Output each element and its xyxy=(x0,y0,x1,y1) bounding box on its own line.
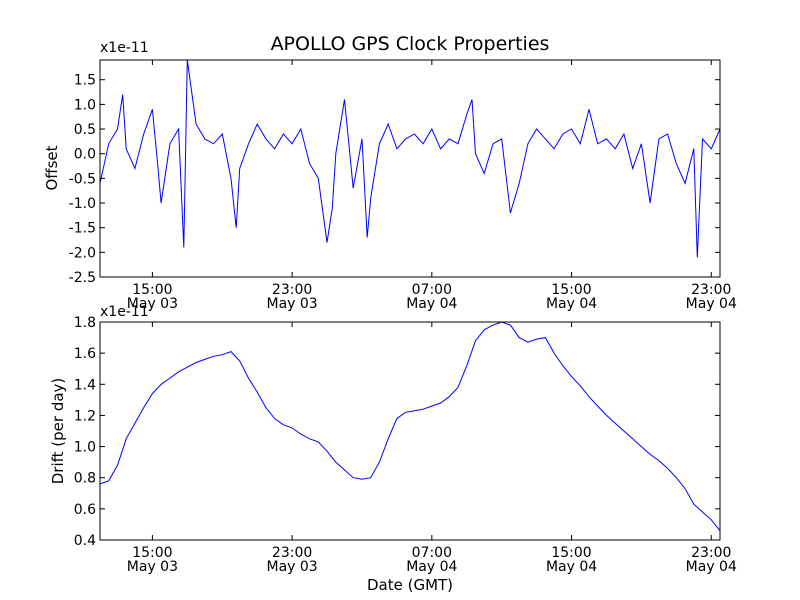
offset-x-tick-date-label: May 03 xyxy=(267,296,318,312)
drift-y-tick-label: 0.4 xyxy=(74,533,96,549)
offset-scale-label: x1e-11 xyxy=(100,40,149,56)
offset-panel: -2.5-2.0-1.5-1.0-0.50.00.51.01.5 15:00Ma… xyxy=(43,40,737,312)
drift-y-tick-label: 0.6 xyxy=(74,502,96,518)
offset-x-tick-date-label: May 04 xyxy=(406,296,457,312)
offset-plot-frame xyxy=(99,59,721,278)
offset-x-tick-time-label: 15:00 xyxy=(132,282,172,298)
drift-plot-frame xyxy=(99,321,721,541)
drift-series-line xyxy=(99,321,721,532)
drift-y-tick-label: 1.8 xyxy=(74,315,96,331)
figure-title: APOLLO GPS Clock Properties xyxy=(271,33,550,55)
offset-y-tick-label: -2.0 xyxy=(69,245,96,261)
offset-y-tick-label: 1.0 xyxy=(74,97,96,113)
offset-x-tick-date-label: May 03 xyxy=(127,296,178,312)
offset-y-tick-label: 0.0 xyxy=(74,147,96,163)
drift-x-tick-date-label: May 04 xyxy=(546,559,597,575)
offset-y-axis-label: Offset xyxy=(43,145,61,190)
offset-y-tick-label: 1.5 xyxy=(74,73,96,89)
offset-y-tick-label: 0.5 xyxy=(74,122,96,138)
drift-y-tick-label: 1.0 xyxy=(74,440,96,456)
offset-x-tick-time-label: 23:00 xyxy=(691,282,731,298)
offset-series-line xyxy=(99,59,721,258)
drift-x-tick-time-label: 15:00 xyxy=(551,545,591,561)
offset-x-tick-time-label: 15:00 xyxy=(551,282,591,298)
drift-y-tick-label: 1.2 xyxy=(74,408,96,424)
offset-y-tick-label: -1.0 xyxy=(69,196,96,212)
drift-y-tick-label: 1.6 xyxy=(74,346,96,362)
drift-x-tick-date-label: May 04 xyxy=(686,559,737,575)
offset-x-tick-time-label: 07:00 xyxy=(412,282,452,298)
drift-scale-label: x1e-11 xyxy=(100,304,149,320)
offset-x-tick-date-label: May 04 xyxy=(546,296,597,312)
offset-y-tick-label: -1.5 xyxy=(69,221,96,237)
drift-x-tick-date-label: May 03 xyxy=(267,559,318,575)
drift-y-tick-label: 1.4 xyxy=(74,377,96,393)
offset-y-tick-label: -2.5 xyxy=(69,270,96,286)
offset-x-tick-time-label: 23:00 xyxy=(272,282,312,298)
drift-x-tick-date-label: May 03 xyxy=(127,559,178,575)
drift-x-tick-time-label: 23:00 xyxy=(691,545,731,561)
offset-y-tick-label: -0.5 xyxy=(69,171,96,187)
drift-x-tick-date-label: May 04 xyxy=(406,559,457,575)
offset-x-tick-date-label: May 04 xyxy=(686,296,737,312)
drift-x-tick-time-label: 15:00 xyxy=(132,545,172,561)
drift-x-tick-time-label: 23:00 xyxy=(272,545,312,561)
drift-x-tick-time-label: 07:00 xyxy=(412,545,452,561)
x-axis-label: Date (GMT) xyxy=(367,576,453,594)
drift-y-axis-label: Drift (per day) xyxy=(49,378,67,485)
drift-y-tick-label: 0.8 xyxy=(74,471,96,487)
